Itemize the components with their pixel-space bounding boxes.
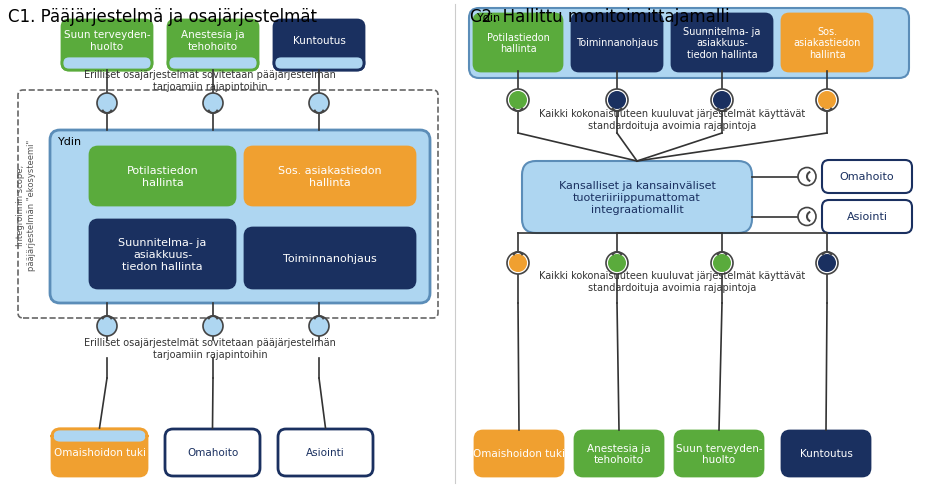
Circle shape bbox=[509, 254, 527, 272]
Text: Kuntoutus: Kuntoutus bbox=[293, 36, 345, 46]
FancyBboxPatch shape bbox=[52, 429, 147, 443]
FancyBboxPatch shape bbox=[274, 21, 364, 71]
Text: Erilliset osajärjestelmät sovitetaan pääjärjestelmän
tarjoamiin rajapintoihin: Erilliset osajärjestelmät sovitetaan pää… bbox=[84, 338, 336, 359]
Circle shape bbox=[606, 252, 628, 274]
Text: Toiminnanohjaus: Toiminnanohjaus bbox=[576, 39, 658, 48]
Text: Suun terveyden-
huolto: Suun terveyden- huolto bbox=[64, 30, 151, 52]
Text: Sos. asiakastiedon
hallinta: Sos. asiakastiedon hallinta bbox=[279, 166, 381, 187]
Circle shape bbox=[507, 90, 529, 112]
Circle shape bbox=[608, 254, 626, 272]
Circle shape bbox=[711, 252, 733, 274]
FancyBboxPatch shape bbox=[278, 429, 373, 476]
Text: Kaikki kokonaisuuteen kuuluvat järjestelmät käyttävät
standardoituja avoimia raj: Kaikki kokonaisuuteen kuuluvat järjestel… bbox=[539, 109, 805, 130]
Text: C2. Hallittu monitoimittajamalli: C2. Hallittu monitoimittajamalli bbox=[470, 8, 729, 26]
FancyBboxPatch shape bbox=[50, 131, 430, 304]
Text: Kuntoutus: Kuntoutus bbox=[799, 448, 853, 459]
FancyBboxPatch shape bbox=[245, 228, 415, 288]
Circle shape bbox=[818, 254, 836, 272]
Text: Kaikki kokonaisuuteen kuuluvat järjestelmät käyttävät
standardoituja avoimia raj: Kaikki kokonaisuuteen kuuluvat järjestel… bbox=[539, 271, 805, 292]
FancyBboxPatch shape bbox=[782, 15, 872, 72]
Text: Suunnitelma- ja
asiakkuus-
tiedon hallinta: Suunnitelma- ja asiakkuus- tiedon hallin… bbox=[683, 27, 761, 60]
FancyBboxPatch shape bbox=[52, 429, 147, 476]
Text: Potilastiedon
hallinta: Potilastiedon hallinta bbox=[486, 33, 550, 54]
Text: Suun terveyden-
huolto: Suun terveyden- huolto bbox=[676, 443, 762, 465]
FancyBboxPatch shape bbox=[90, 221, 235, 288]
Text: C1. Pääjärjestelmä ja osajärjestelmät: C1. Pääjärjestelmä ja osajärjestelmät bbox=[8, 8, 317, 26]
Circle shape bbox=[798, 208, 816, 226]
Text: Asiointi: Asiointi bbox=[846, 212, 887, 222]
Circle shape bbox=[713, 254, 731, 272]
Circle shape bbox=[507, 252, 529, 274]
FancyBboxPatch shape bbox=[672, 15, 772, 72]
Circle shape bbox=[203, 94, 223, 114]
Text: Omaishoidon tuki: Omaishoidon tuki bbox=[473, 448, 565, 459]
Text: Omahoito: Omahoito bbox=[187, 447, 238, 458]
FancyBboxPatch shape bbox=[18, 91, 438, 318]
FancyBboxPatch shape bbox=[245, 148, 415, 205]
Text: Ydin: Ydin bbox=[58, 137, 82, 147]
Circle shape bbox=[509, 92, 527, 110]
FancyBboxPatch shape bbox=[469, 9, 909, 79]
FancyBboxPatch shape bbox=[62, 21, 152, 71]
Text: Omaishoidon tuki: Omaishoidon tuki bbox=[53, 447, 146, 458]
FancyBboxPatch shape bbox=[168, 21, 258, 71]
Circle shape bbox=[798, 168, 816, 186]
FancyBboxPatch shape bbox=[168, 57, 258, 71]
Circle shape bbox=[309, 94, 329, 114]
Text: Omahoito: Omahoito bbox=[840, 172, 894, 182]
FancyBboxPatch shape bbox=[822, 201, 912, 234]
Circle shape bbox=[711, 90, 733, 112]
Text: Sos.
asiakastiedon
hallinta: Sos. asiakastiedon hallinta bbox=[793, 27, 861, 60]
Circle shape bbox=[97, 94, 117, 114]
FancyBboxPatch shape bbox=[575, 431, 663, 476]
Circle shape bbox=[818, 92, 836, 110]
Text: Potilastiedon
hallinta: Potilastiedon hallinta bbox=[126, 166, 198, 187]
FancyBboxPatch shape bbox=[62, 57, 152, 71]
Circle shape bbox=[713, 92, 731, 110]
Circle shape bbox=[309, 316, 329, 336]
FancyBboxPatch shape bbox=[165, 429, 260, 476]
Circle shape bbox=[816, 252, 838, 274]
FancyBboxPatch shape bbox=[675, 431, 763, 476]
FancyBboxPatch shape bbox=[474, 15, 562, 72]
FancyBboxPatch shape bbox=[822, 161, 912, 194]
Circle shape bbox=[606, 90, 628, 112]
FancyBboxPatch shape bbox=[522, 162, 752, 234]
Circle shape bbox=[97, 316, 117, 336]
Text: Toiminnanohjaus: Toiminnanohjaus bbox=[283, 253, 377, 264]
FancyBboxPatch shape bbox=[274, 57, 364, 71]
FancyBboxPatch shape bbox=[475, 431, 563, 476]
FancyBboxPatch shape bbox=[782, 431, 870, 476]
Text: Ydin: Ydin bbox=[477, 13, 501, 23]
Text: Asiointi: Asiointi bbox=[306, 447, 345, 458]
Text: Anestesia ja
tehohoito: Anestesia ja tehohoito bbox=[587, 443, 651, 465]
Circle shape bbox=[203, 316, 223, 336]
Text: Integroinnin scope,
pääjärjestelmän "ekosysteemi": Integroinnin scope, pääjärjestelmän "eko… bbox=[16, 139, 36, 270]
Circle shape bbox=[816, 90, 838, 112]
Circle shape bbox=[608, 92, 626, 110]
Text: Anestesia ja
tehohoito: Anestesia ja tehohoito bbox=[181, 30, 245, 52]
FancyBboxPatch shape bbox=[572, 15, 662, 72]
Text: Suunnitelma- ja
asiakkuus-
tiedon hallinta: Suunnitelma- ja asiakkuus- tiedon hallin… bbox=[119, 238, 207, 271]
FancyBboxPatch shape bbox=[90, 148, 235, 205]
Text: Erilliset osajärjestelmät sovitetaan pääjärjestelmän
tarjoamiin rajapintoihin: Erilliset osajärjestelmät sovitetaan pää… bbox=[84, 70, 336, 92]
Text: Kansalliset ja kansainväliset
tuoteriiriippumattomat
integraatiomallit: Kansalliset ja kansainväliset tuoteriiri… bbox=[558, 181, 715, 214]
